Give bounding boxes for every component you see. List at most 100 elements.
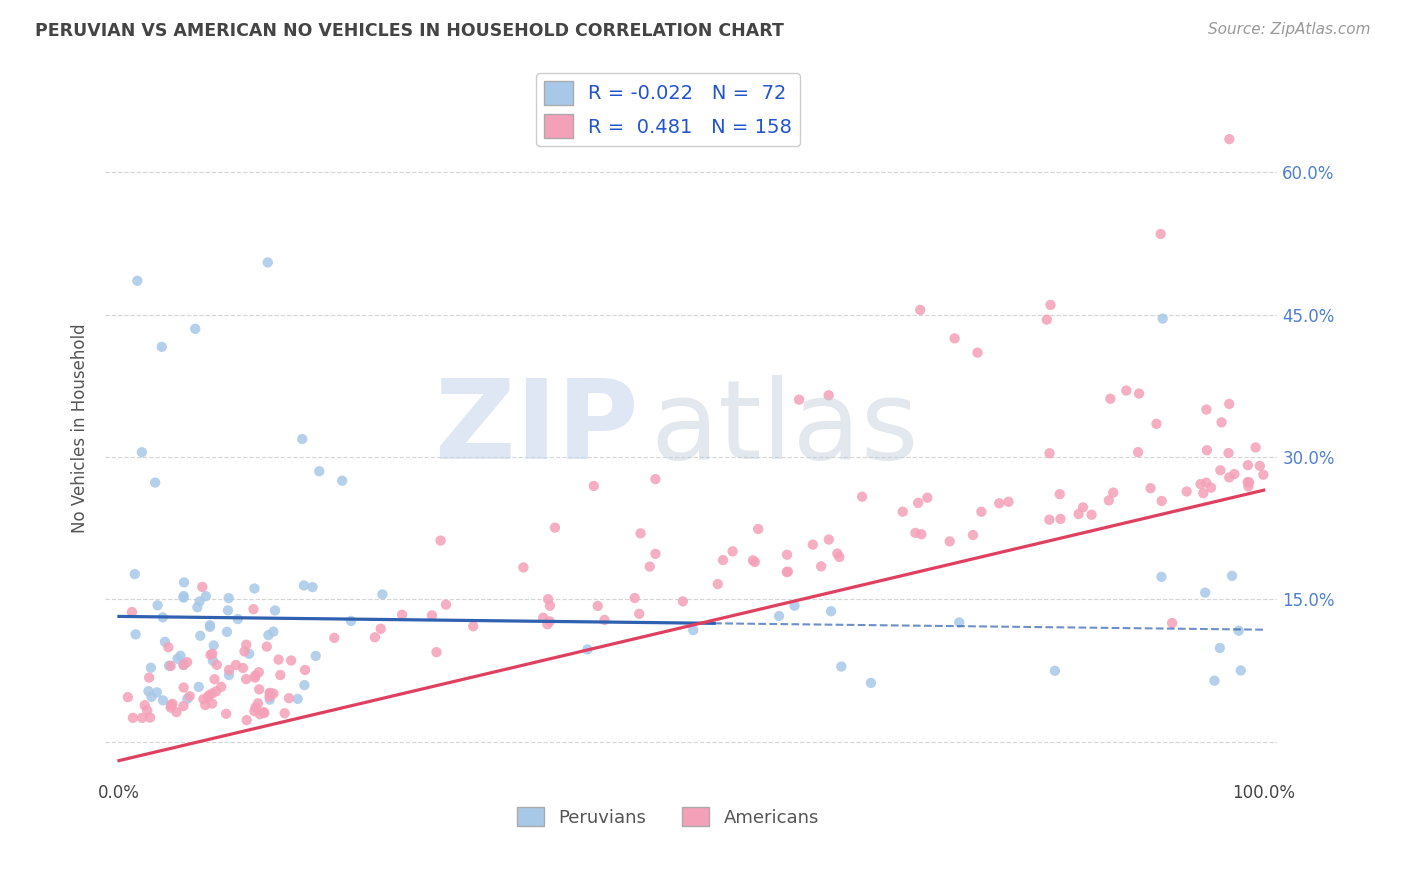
Point — [1218, 132, 1240, 146]
Point — [706, 577, 728, 591]
Point — [121, 605, 143, 619]
Point — [938, 534, 960, 549]
Point — [1128, 386, 1150, 401]
Point — [232, 661, 254, 675]
Point — [273, 706, 295, 721]
Point — [204, 672, 226, 686]
Point — [817, 533, 839, 547]
Point — [593, 613, 616, 627]
Point — [259, 686, 281, 700]
Point — [173, 681, 195, 695]
Point — [711, 553, 734, 567]
Point — [1152, 311, 1174, 326]
Point — [150, 340, 173, 354]
Point — [817, 388, 839, 402]
Point — [245, 668, 267, 682]
Point — [1098, 493, 1121, 508]
Point — [131, 711, 153, 725]
Point — [218, 591, 240, 605]
Point — [370, 622, 392, 636]
Point — [173, 575, 195, 590]
Point — [176, 655, 198, 669]
Point — [787, 392, 810, 407]
Point — [157, 640, 180, 655]
Point — [166, 705, 188, 719]
Point — [308, 464, 330, 478]
Point — [173, 591, 195, 605]
Point — [191, 580, 214, 594]
Point — [1211, 415, 1233, 429]
Point — [1189, 477, 1212, 491]
Point — [1115, 384, 1137, 398]
Point — [340, 614, 363, 628]
Point — [828, 549, 851, 564]
Point — [138, 671, 160, 685]
Text: PERUVIAN VS AMERICAN NO VEHICLES IN HOUSEHOLD CORRELATION CHART: PERUVIAN VS AMERICAN NO VEHICLES IN HOUS… — [35, 22, 785, 40]
Point — [1229, 664, 1251, 678]
Point — [249, 707, 271, 722]
Point — [292, 678, 315, 692]
Point — [1043, 664, 1066, 678]
Point — [291, 432, 314, 446]
Point — [638, 559, 661, 574]
Point — [1192, 486, 1215, 500]
Point — [253, 706, 276, 720]
Text: Source: ZipAtlas.com: Source: ZipAtlas.com — [1208, 22, 1371, 37]
Point — [198, 618, 221, 632]
Point — [1223, 467, 1246, 482]
Point — [243, 704, 266, 718]
Point — [235, 713, 257, 727]
Point — [644, 547, 666, 561]
Point — [1195, 402, 1218, 417]
Point — [364, 630, 387, 644]
Point — [747, 522, 769, 536]
Point — [330, 474, 353, 488]
Point — [420, 608, 443, 623]
Point — [245, 700, 267, 714]
Point — [425, 645, 447, 659]
Point — [988, 496, 1011, 510]
Point — [1227, 624, 1250, 638]
Point — [1194, 585, 1216, 599]
Legend: Peruvians, Americans: Peruvians, Americans — [509, 800, 827, 834]
Point — [434, 598, 457, 612]
Point — [891, 505, 914, 519]
Point — [1195, 443, 1218, 458]
Point — [970, 505, 993, 519]
Point — [225, 657, 247, 672]
Point — [1038, 446, 1060, 460]
Point — [202, 639, 225, 653]
Point — [200, 648, 222, 662]
Y-axis label: No Vehicles in Household: No Vehicles in Household — [72, 324, 89, 533]
Point — [1139, 481, 1161, 495]
Point — [201, 654, 224, 668]
Point — [1146, 417, 1168, 431]
Point — [218, 663, 240, 677]
Point — [1150, 570, 1173, 584]
Point — [139, 711, 162, 725]
Point — [124, 567, 146, 582]
Point — [136, 703, 159, 717]
Point — [537, 592, 560, 607]
Point — [1038, 513, 1060, 527]
Point — [194, 698, 217, 712]
Point — [1039, 298, 1062, 312]
Point — [776, 548, 799, 562]
Point — [810, 559, 832, 574]
Point — [1149, 227, 1171, 241]
Point — [187, 680, 209, 694]
Point — [962, 528, 984, 542]
Point — [1102, 485, 1125, 500]
Point — [172, 658, 194, 673]
Point — [859, 676, 882, 690]
Point — [139, 661, 162, 675]
Point — [121, 711, 143, 725]
Point — [1126, 445, 1149, 459]
Point — [287, 692, 309, 706]
Point — [576, 642, 599, 657]
Point — [247, 665, 270, 680]
Point — [141, 690, 163, 704]
Point — [184, 322, 207, 336]
Point — [259, 690, 281, 704]
Point — [1237, 479, 1260, 493]
